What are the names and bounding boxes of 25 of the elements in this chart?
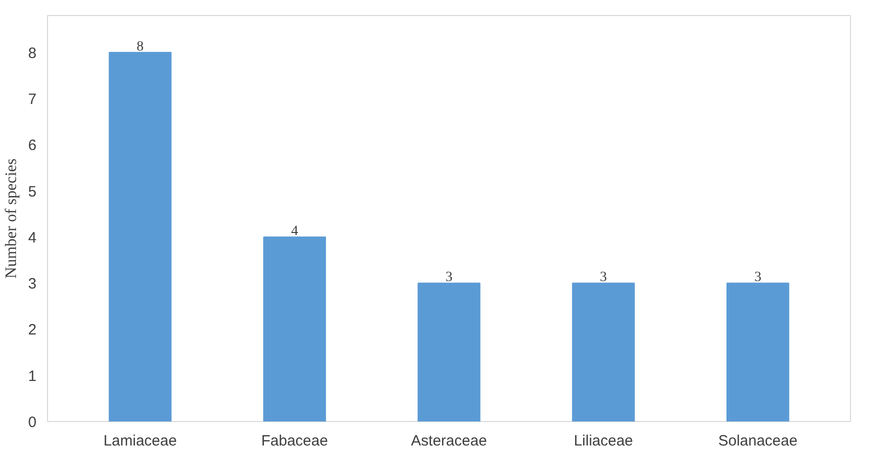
data-label: 3 (600, 270, 607, 286)
data-label: 8 (136, 39, 144, 54)
y-tick-label: 1 (28, 368, 36, 385)
y-tick-label: 5 (28, 183, 36, 200)
y-tick-label: 4 (28, 229, 36, 246)
y-tick-label: 8 (28, 44, 36, 62)
x-tick-label: Asteraceae (411, 432, 487, 450)
bar (572, 282, 635, 422)
x-tick-label: Fabaceae (261, 432, 328, 450)
bar (263, 236, 326, 422)
y-tick-label: 3 (28, 276, 36, 293)
y-tick-label: 7 (28, 91, 36, 108)
bar (108, 52, 172, 422)
bar (726, 282, 790, 422)
x-tick-label: Solanaceae (718, 432, 798, 450)
y-tick-label: 2 (28, 322, 36, 339)
data-label: 3 (754, 270, 762, 286)
data-label: 3 (446, 270, 452, 286)
x-tick-label: Liliaceae (574, 432, 634, 450)
data-label: 4 (291, 224, 298, 239)
bar (418, 282, 480, 422)
y-tick-label: 6 (28, 137, 36, 154)
y-tick-label: 0 (28, 414, 36, 431)
x-tick-label: Lamiaceae (103, 432, 177, 450)
y-axis-title: Number of species (3, 158, 20, 278)
